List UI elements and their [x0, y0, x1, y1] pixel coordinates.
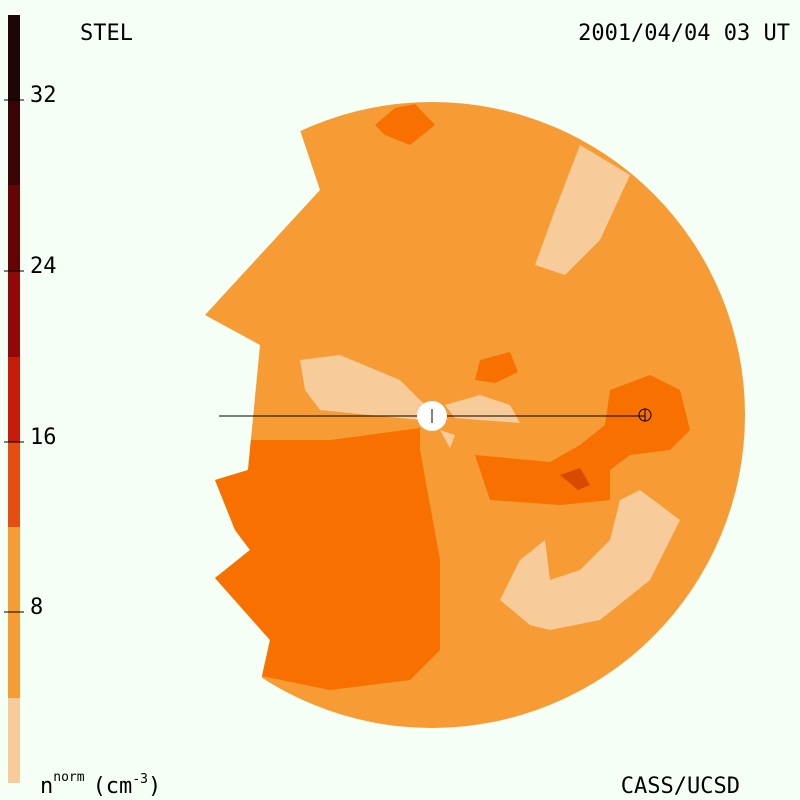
tick-label: 8 [30, 595, 43, 620]
footer-right: CASS/UCSD [621, 774, 740, 799]
header-right: 2001/04/04 03 UT [578, 21, 790, 46]
colorbar [4, 15, 24, 783]
tick-label: 16 [30, 425, 57, 450]
header-left: STEL [80, 21, 133, 46]
tick-label: 24 [30, 254, 57, 279]
tick-label: 32 [30, 83, 57, 108]
unit-label: nnorm (cm-3) [40, 770, 161, 799]
